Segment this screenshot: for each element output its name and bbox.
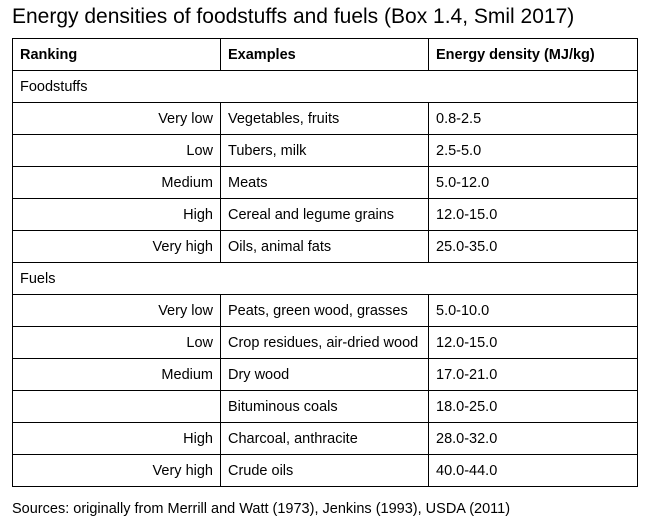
density-cell: 25.0-35.0	[428, 230, 638, 263]
density-cell: 28.0-32.0	[428, 422, 638, 455]
example-cell: Charcoal, anthracite	[220, 422, 429, 455]
header-energy-density: Energy density (MJ/kg)	[428, 38, 638, 71]
ranking-cell: Low	[12, 134, 221, 167]
density-cell: 18.0-25.0	[428, 390, 638, 423]
table-row: Medium Dry wood 17.0-21.0	[12, 358, 638, 391]
table-row: Very high Oils, animal fats 25.0-35.0	[12, 230, 638, 263]
ranking-cell: High	[12, 198, 221, 231]
table-row: High Cereal and legume grains 12.0-15.0	[12, 198, 638, 231]
density-cell: 0.8-2.5	[428, 102, 638, 135]
density-cell: 5.0-10.0	[428, 294, 638, 327]
ranking-cell: Medium	[12, 358, 221, 391]
example-cell: Crop residues, air-dried wood	[220, 326, 429, 359]
table-row: Bituminous coals 18.0-25.0	[12, 390, 638, 423]
table-row: High Charcoal, anthracite 28.0-32.0	[12, 422, 638, 455]
example-cell: Crude oils	[220, 454, 429, 487]
ranking-cell: Very high	[12, 230, 221, 263]
example-cell: Dry wood	[220, 358, 429, 391]
header-ranking: Ranking	[12, 38, 221, 71]
group-row-fuels: Fuels	[12, 262, 638, 295]
ranking-cell: Very high	[12, 454, 221, 487]
example-cell: Cereal and legume grains	[220, 198, 429, 231]
group-row-foodstuffs: Foodstuffs	[12, 70, 638, 103]
table-row: Very high Crude oils 40.0-44.0	[12, 454, 638, 487]
example-cell: Peats, green wood, grasses	[220, 294, 429, 327]
table-row: Very low Vegetables, fruits 0.8-2.5	[12, 102, 638, 135]
example-cell: Meats	[220, 166, 429, 199]
energy-density-table: Ranking Examples Energy density (MJ/kg) …	[12, 38, 638, 487]
ranking-cell: Low	[12, 326, 221, 359]
ranking-cell: Very low	[12, 102, 221, 135]
ranking-cell	[12, 390, 221, 423]
density-cell: 2.5-5.0	[428, 134, 638, 167]
example-cell: Tubers, milk	[220, 134, 429, 167]
table-row: Low Tubers, milk 2.5-5.0	[12, 134, 638, 167]
sources-note: Sources: originally from Merrill and Wat…	[12, 501, 511, 517]
table-row: Medium Meats 5.0-12.0	[12, 166, 638, 199]
example-cell: Oils, animal fats	[220, 230, 429, 263]
table-header-row: Ranking Examples Energy density (MJ/kg)	[12, 38, 638, 71]
ranking-cell: Medium	[12, 166, 221, 199]
density-cell: 12.0-15.0	[428, 326, 638, 359]
page-title: Energy densities of foodstuffs and fuels…	[12, 5, 575, 28]
density-cell: 40.0-44.0	[428, 454, 638, 487]
group-label: Fuels	[12, 262, 638, 295]
header-examples: Examples	[220, 38, 429, 71]
table-row: Very low Peats, green wood, grasses 5.0-…	[12, 294, 638, 327]
table-row: Low Crop residues, air-dried wood 12.0-1…	[12, 326, 638, 359]
density-cell: 12.0-15.0	[428, 198, 638, 231]
example-cell: Bituminous coals	[220, 390, 429, 423]
density-cell: 5.0-12.0	[428, 166, 638, 199]
example-cell: Vegetables, fruits	[220, 102, 429, 135]
density-cell: 17.0-21.0	[428, 358, 638, 391]
ranking-cell: Very low	[12, 294, 221, 327]
group-label: Foodstuffs	[12, 70, 638, 103]
ranking-cell: High	[12, 422, 221, 455]
